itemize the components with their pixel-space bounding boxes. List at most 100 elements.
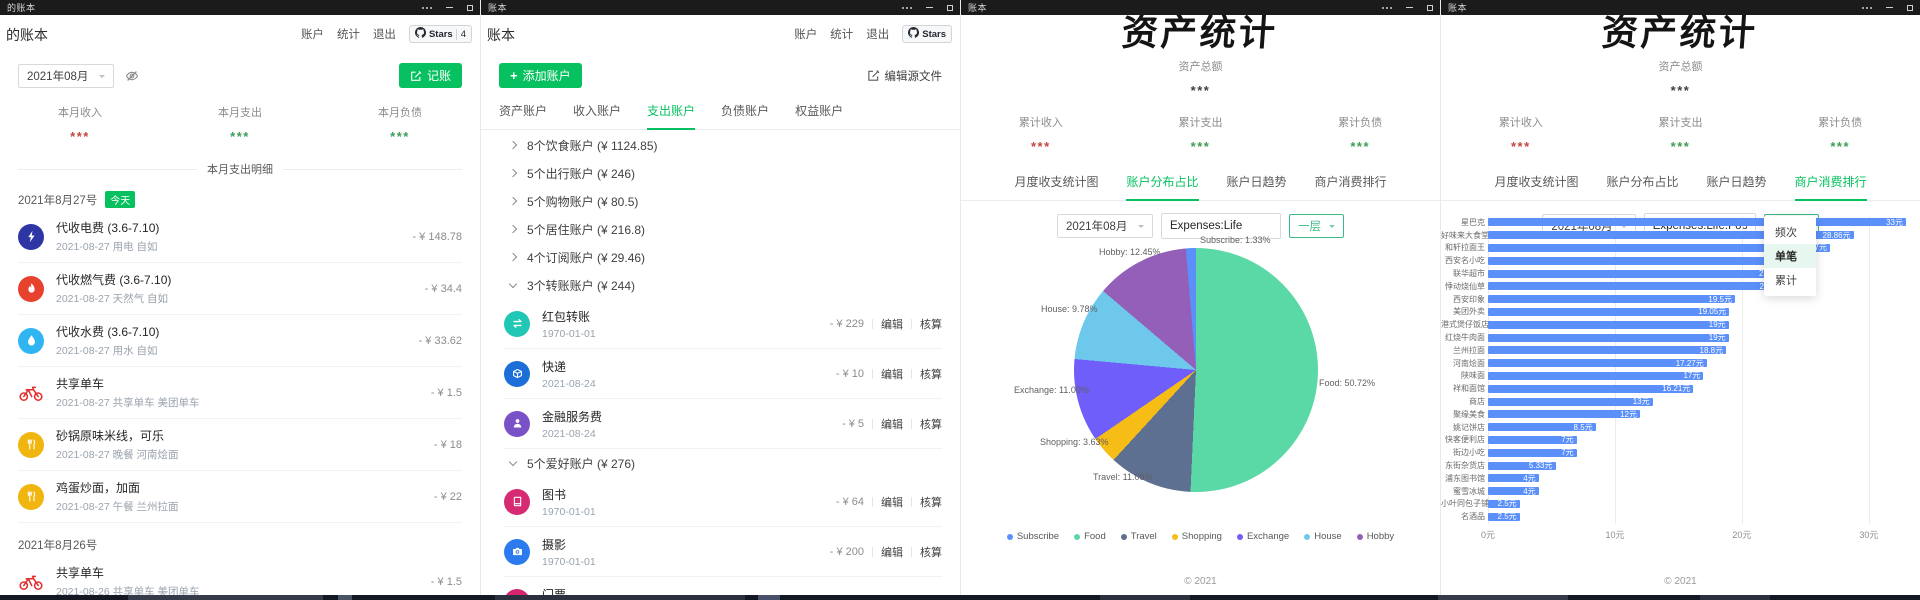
add-account-button[interactable]: 添加账户 [499, 63, 582, 88]
bar[interactable]: 19元 [1488, 333, 1729, 342]
bar[interactable]: 12元 [1488, 410, 1640, 419]
month-select[interactable]: 2021年08月 [1057, 214, 1153, 238]
transaction-row[interactable]: 代收电费 (3.6-7.10) 2021-08-27 用电 自如 - ¥ 148.7… [18, 211, 462, 263]
nav-link-2[interactable]: 退出 [866, 29, 890, 41]
edit-source-link[interactable]: 编辑源文件 [867, 68, 942, 84]
bar[interactable]: 24元 [1488, 256, 1792, 265]
menu-dots-icon[interactable] [1862, 6, 1872, 9]
account-action-0[interactable]: 编辑 [881, 368, 903, 381]
tab-account-1[interactable]: 收入账户 [573, 104, 622, 118]
bar[interactable]: 27元 [1488, 243, 1830, 252]
account-action-1[interactable]: 核算 [920, 318, 942, 331]
account-row[interactable]: 快递 2021-08-24 - ¥ 10 编辑 核算 [504, 349, 942, 399]
bar[interactable]: 19元 [1488, 320, 1729, 329]
account-row[interactable]: 摄影 1970-01-01 - ¥ 200 编辑 核算 [504, 527, 942, 577]
account-group[interactable]: 5个出行账户 (¥ 246) [508, 159, 942, 187]
bar[interactable]: 2.5元 [1488, 512, 1520, 521]
account-group[interactable]: 8个饮食账户 (¥ 1124.85) [508, 131, 942, 159]
account-group[interactable]: 5个爱好账户 (¥ 276) [508, 449, 942, 477]
bar[interactable]: 8.5元 [1488, 423, 1596, 432]
github-stars-button[interactable]: Stars [902, 25, 952, 43]
account-action-0[interactable]: 编辑 [881, 496, 903, 509]
transaction-row[interactable]: 共享单车 2021-08-26 共享单车 美团单车 - ¥ 1.5 [18, 556, 462, 600]
tab-stats-3[interactable]: 商户消费排行 [1794, 173, 1867, 201]
legend-item-subscribe[interactable]: Subscribe [1006, 531, 1059, 542]
dropdown-option-2[interactable]: 累计 [1775, 275, 1797, 287]
minimize-icon[interactable] [926, 7, 933, 8]
account-row[interactable]: 金融服务费 2021-08-24 - ¥ 5 编辑 核算 [504, 399, 942, 449]
maximize-icon[interactable] [1907, 4, 1913, 11]
menu-dots-icon[interactable] [902, 6, 912, 9]
nav-link-1[interactable]: 统计 [830, 29, 854, 41]
nav-link-0[interactable]: 账户 [300, 29, 324, 41]
bar[interactable]: 4元 [1488, 487, 1539, 496]
bar[interactable]: 17.27元 [1488, 359, 1707, 368]
window-titlebar[interactable]: 账本 [961, 0, 1440, 15]
nav-link-0[interactable]: 账户 [794, 29, 818, 41]
account-group[interactable]: 5个购物账户 (¥ 80.5) [508, 187, 942, 215]
bar[interactable]: 2.5元 [1488, 499, 1520, 508]
maximize-icon[interactable] [947, 4, 953, 11]
account-group[interactable]: 3个转账账户 (¥ 244) [508, 271, 942, 299]
account-row[interactable]: 红包转账 1970-01-01 - ¥ 229 编辑 核算 [504, 299, 942, 349]
account-action-1[interactable]: 核算 [920, 496, 942, 509]
tab-stats-1[interactable]: 账户分布占比 [1126, 173, 1199, 201]
transaction-row[interactable]: 鸡蛋炒面，加面 2021-08-27 午餐 兰州拉面 - ¥ 22 [18, 471, 462, 523]
tab-stats-2[interactable]: 账户日趋势 [1706, 175, 1767, 189]
account-action-1[interactable]: 核算 [920, 368, 942, 381]
transaction-row[interactable]: 代收燃气费 (3.6-7.10) 2021-08-27 天然气 自如 - ¥ 34.… [18, 263, 462, 315]
bar[interactable]: 28.86元 [1488, 231, 1854, 240]
account-action-1[interactable]: 核算 [920, 418, 942, 431]
legend-item-house[interactable]: House [1304, 531, 1342, 542]
month-select[interactable]: 2021年08月 [18, 63, 114, 88]
account-group[interactable]: 5个居住账户 (¥ 216.8) [508, 215, 942, 243]
pie-graphic[interactable] [1074, 248, 1318, 492]
maximize-icon[interactable] [1427, 4, 1433, 11]
window-titlebar[interactable]: 的账本 [0, 0, 480, 15]
legend-item-food[interactable]: Food [1074, 531, 1106, 542]
minimize-icon[interactable] [446, 7, 453, 8]
maximize-icon[interactable] [467, 4, 473, 11]
menu-dots-icon[interactable] [422, 6, 432, 9]
bar[interactable]: 17元 [1488, 371, 1704, 380]
transaction-row[interactable]: 共享单车 2021-08-27 共享单车 美团单车 - ¥ 1.5 [18, 367, 462, 419]
window-titlebar[interactable]: 账本 [481, 0, 960, 15]
bar[interactable]: 23元 [1488, 282, 1780, 291]
account-filter-input[interactable] [1161, 213, 1281, 239]
bar[interactable]: 5.33元 [1488, 461, 1556, 470]
tab-stats-0[interactable]: 月度收支统计图 [1494, 175, 1579, 189]
bar[interactable]: 23.85元 [1488, 269, 1791, 278]
transaction-row[interactable]: 代收水费 (3.6-7.10) 2021-08-27 用水 自如 - ¥ 33.62 [18, 315, 462, 367]
transaction-row[interactable]: 砂锅原味米线，可乐 2021-08-27 晚餐 河南烩面 - ¥ 18 [18, 419, 462, 471]
bar[interactable]: 18.8元 [1488, 346, 1727, 355]
bar[interactable]: 19.05元 [1488, 307, 1730, 316]
legend-item-hobby[interactable]: Hobby [1356, 531, 1394, 542]
bar[interactable]: 7元 [1488, 435, 1577, 444]
bar[interactable]: 13元 [1488, 397, 1653, 406]
bar[interactable]: 4元 [1488, 474, 1539, 483]
account-action-0[interactable]: 编辑 [881, 318, 903, 331]
nav-link-2[interactable]: 退出 [372, 29, 396, 41]
account-action-1[interactable]: 核算 [920, 546, 942, 559]
minimize-icon[interactable] [1406, 7, 1413, 8]
account-action-0[interactable]: 编辑 [881, 546, 903, 559]
account-group[interactable]: 4个订阅账户 (¥ 29.46) [508, 243, 942, 271]
dropdown-option-0[interactable]: 频次 [1775, 227, 1797, 239]
record-button[interactable]: 记账 [398, 63, 462, 88]
bar[interactable]: 7元 [1488, 448, 1577, 457]
account-action-0[interactable]: 编辑 [881, 418, 903, 431]
tab-account-0[interactable]: 资产账户 [499, 104, 548, 118]
tab-account-4[interactable]: 权益账户 [795, 104, 844, 118]
bar[interactable]: 33元 [1488, 218, 1906, 227]
tab-stats-0[interactable]: 月度收支统计图 [1014, 175, 1099, 189]
github-stars-button[interactable]: Stars 4 [408, 25, 472, 43]
tab-account-2[interactable]: 支出账户 [647, 102, 696, 130]
eye-off-icon[interactable] [125, 69, 139, 83]
account-row[interactable]: 图书 1970-01-01 - ¥ 64 编辑 核算 [504, 477, 942, 527]
minimize-icon[interactable] [1886, 7, 1893, 8]
menu-dots-icon[interactable] [1382, 6, 1392, 9]
taskbar[interactable] [0, 595, 1920, 600]
legend-item-travel[interactable]: Travel [1120, 531, 1157, 542]
bar[interactable]: 19.5元 [1488, 295, 1735, 304]
dropdown-option-1[interactable]: 单笔 [1764, 244, 1816, 268]
